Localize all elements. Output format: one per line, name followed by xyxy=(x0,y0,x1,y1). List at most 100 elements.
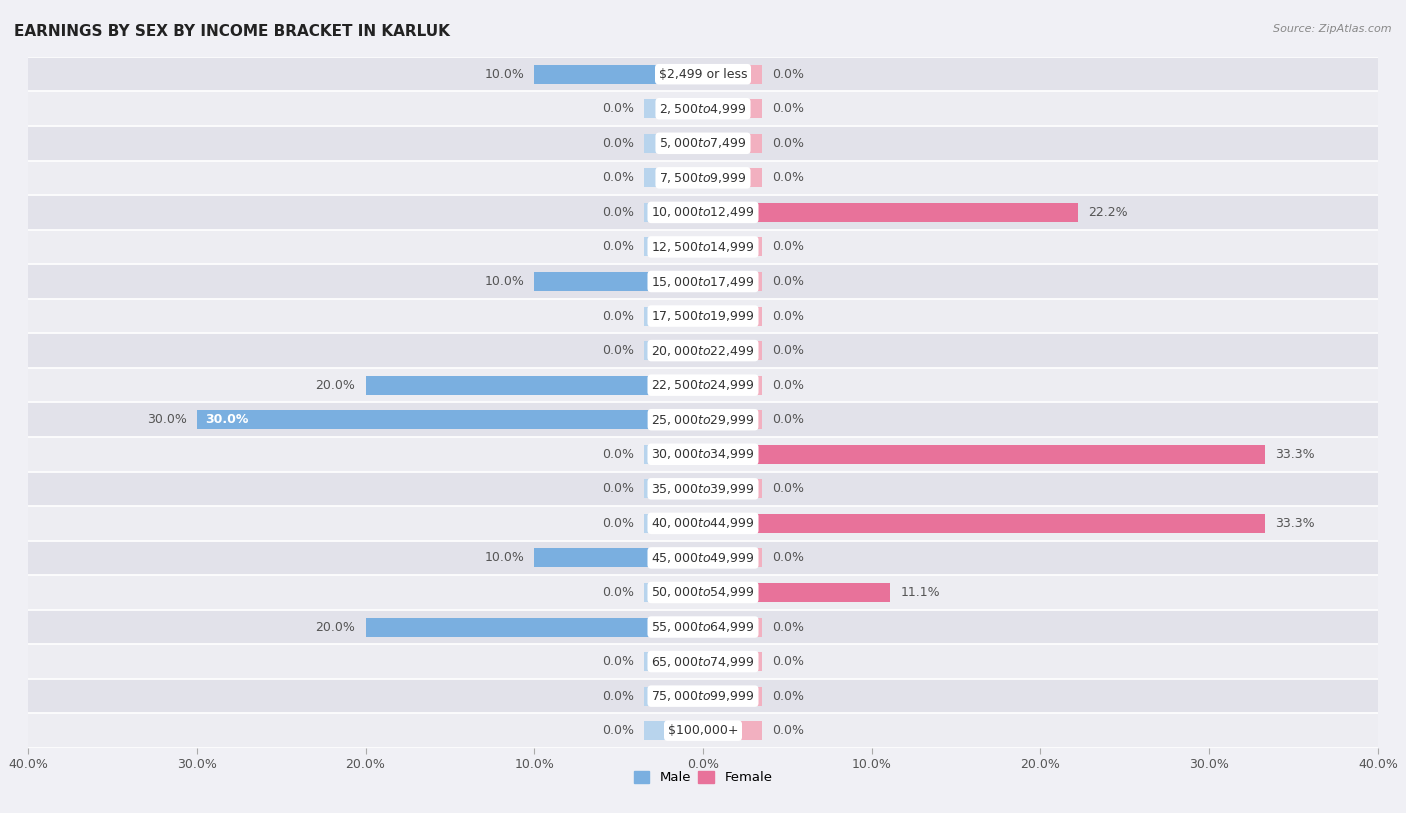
Text: $10,000 to $12,499: $10,000 to $12,499 xyxy=(651,206,755,220)
Text: $45,000 to $49,999: $45,000 to $49,999 xyxy=(651,551,755,565)
Legend: Male, Female: Male, Female xyxy=(628,766,778,789)
Text: 10.0%: 10.0% xyxy=(484,551,524,564)
Bar xyxy=(644,687,703,706)
Text: 33.3%: 33.3% xyxy=(1275,517,1315,530)
Bar xyxy=(644,99,703,118)
Bar xyxy=(703,480,762,498)
Text: 0.0%: 0.0% xyxy=(772,310,804,323)
Text: $30,000 to $34,999: $30,000 to $34,999 xyxy=(651,447,755,461)
Bar xyxy=(703,445,1265,463)
Text: 0.0%: 0.0% xyxy=(602,310,634,323)
Text: 30.0%: 30.0% xyxy=(205,413,249,426)
Bar xyxy=(28,437,1378,472)
Text: $50,000 to $54,999: $50,000 to $54,999 xyxy=(651,585,755,599)
Text: 0.0%: 0.0% xyxy=(772,137,804,150)
Text: 0.0%: 0.0% xyxy=(772,241,804,254)
Text: $20,000 to $22,499: $20,000 to $22,499 xyxy=(651,344,755,358)
Text: 0.0%: 0.0% xyxy=(602,724,634,737)
Bar xyxy=(703,376,762,394)
Text: 0.0%: 0.0% xyxy=(602,586,634,599)
Text: $17,500 to $19,999: $17,500 to $19,999 xyxy=(651,309,755,323)
Text: 0.0%: 0.0% xyxy=(772,482,804,495)
Bar xyxy=(703,514,1265,533)
Bar xyxy=(703,652,762,671)
Text: 20.0%: 20.0% xyxy=(315,379,356,392)
Bar xyxy=(644,721,703,740)
Text: $15,000 to $17,499: $15,000 to $17,499 xyxy=(651,275,755,289)
Bar xyxy=(644,445,703,463)
Bar xyxy=(28,575,1378,610)
Bar xyxy=(534,65,703,84)
Bar xyxy=(703,272,762,291)
Bar xyxy=(703,237,762,256)
Text: 0.0%: 0.0% xyxy=(772,172,804,185)
Bar xyxy=(703,307,762,325)
Text: 0.0%: 0.0% xyxy=(602,448,634,461)
Text: 0.0%: 0.0% xyxy=(772,620,804,633)
Text: 10.0%: 10.0% xyxy=(484,275,524,288)
Bar xyxy=(28,714,1378,748)
Text: 0.0%: 0.0% xyxy=(772,413,804,426)
Text: 22.2%: 22.2% xyxy=(1088,206,1128,219)
Bar xyxy=(28,541,1378,575)
Bar xyxy=(703,411,762,429)
Text: $40,000 to $44,999: $40,000 to $44,999 xyxy=(651,516,755,530)
Text: $7,500 to $9,999: $7,500 to $9,999 xyxy=(659,171,747,185)
Bar xyxy=(644,480,703,498)
Bar xyxy=(703,203,1077,222)
Bar xyxy=(703,549,762,567)
Text: Source: ZipAtlas.com: Source: ZipAtlas.com xyxy=(1274,24,1392,34)
Text: 0.0%: 0.0% xyxy=(772,655,804,668)
Bar xyxy=(28,91,1378,126)
Text: 0.0%: 0.0% xyxy=(772,275,804,288)
Bar xyxy=(703,341,762,360)
Text: 0.0%: 0.0% xyxy=(772,344,804,357)
Bar xyxy=(28,610,1378,644)
Bar xyxy=(366,618,703,637)
Text: 0.0%: 0.0% xyxy=(602,344,634,357)
Bar xyxy=(28,229,1378,264)
Bar xyxy=(703,618,762,637)
Text: $12,500 to $14,999: $12,500 to $14,999 xyxy=(651,240,755,254)
Bar xyxy=(644,237,703,256)
Bar xyxy=(703,168,762,187)
Text: 0.0%: 0.0% xyxy=(602,172,634,185)
Text: 0.0%: 0.0% xyxy=(772,379,804,392)
Text: 0.0%: 0.0% xyxy=(602,689,634,702)
Bar xyxy=(28,264,1378,298)
Text: 0.0%: 0.0% xyxy=(602,482,634,495)
Bar xyxy=(703,687,762,706)
Bar xyxy=(644,307,703,325)
Text: 0.0%: 0.0% xyxy=(772,102,804,115)
Bar xyxy=(28,195,1378,229)
Bar xyxy=(644,203,703,222)
Text: $25,000 to $29,999: $25,000 to $29,999 xyxy=(651,413,755,427)
Bar xyxy=(28,333,1378,367)
Bar xyxy=(703,65,762,84)
Bar xyxy=(644,134,703,153)
Bar xyxy=(28,298,1378,333)
Bar xyxy=(703,721,762,740)
Bar xyxy=(28,126,1378,160)
Text: 33.3%: 33.3% xyxy=(1275,448,1315,461)
Bar xyxy=(644,652,703,671)
Text: 0.0%: 0.0% xyxy=(772,551,804,564)
Text: 0.0%: 0.0% xyxy=(602,102,634,115)
Text: $100,000+: $100,000+ xyxy=(668,724,738,737)
Text: $65,000 to $74,999: $65,000 to $74,999 xyxy=(651,654,755,668)
Text: $2,500 to $4,999: $2,500 to $4,999 xyxy=(659,102,747,115)
Bar xyxy=(28,57,1378,91)
Text: $75,000 to $99,999: $75,000 to $99,999 xyxy=(651,689,755,703)
Bar xyxy=(644,341,703,360)
Text: $55,000 to $64,999: $55,000 to $64,999 xyxy=(651,620,755,634)
Bar xyxy=(703,134,762,153)
Bar xyxy=(28,506,1378,541)
Bar xyxy=(534,549,703,567)
Text: 11.1%: 11.1% xyxy=(900,586,941,599)
Text: 0.0%: 0.0% xyxy=(772,67,804,80)
Text: 0.0%: 0.0% xyxy=(602,241,634,254)
Bar xyxy=(28,472,1378,506)
Text: $5,000 to $7,499: $5,000 to $7,499 xyxy=(659,137,747,150)
Bar xyxy=(28,679,1378,714)
Text: 0.0%: 0.0% xyxy=(602,655,634,668)
